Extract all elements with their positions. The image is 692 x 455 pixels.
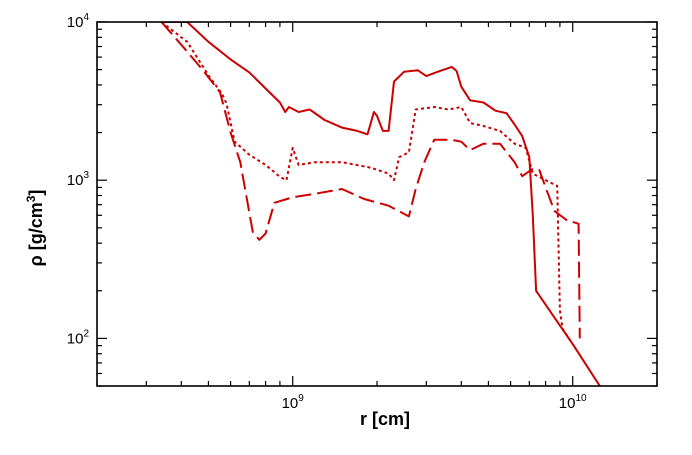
series-dashed-line [160, 22, 581, 339]
y-axis-title-suffix: ] [26, 190, 46, 196]
plot-frame [96, 21, 658, 387]
y-axis-title: ρ [g/cm3] [24, 190, 46, 267]
y-axis-title-prefix: ρ [g/cm [26, 202, 46, 266]
series-dotted-line [160, 22, 574, 345]
labels-layer: 109 1010 102 103 104 [67, 12, 587, 412]
y-axis-title-exponent: 3 [24, 195, 38, 202]
y-tick-label: 103 [67, 170, 90, 189]
x-axis-title: r [cm] [360, 409, 410, 429]
x-tick-label: 109 [282, 393, 305, 412]
series-solid-line [161, 22, 601, 386]
ticks-layer [96, 21, 658, 387]
y-tick-label: 102 [67, 328, 90, 347]
series-layer [160, 22, 601, 386]
x-tick-label: 1010 [559, 393, 587, 412]
y-tick-label: 104 [67, 12, 90, 31]
